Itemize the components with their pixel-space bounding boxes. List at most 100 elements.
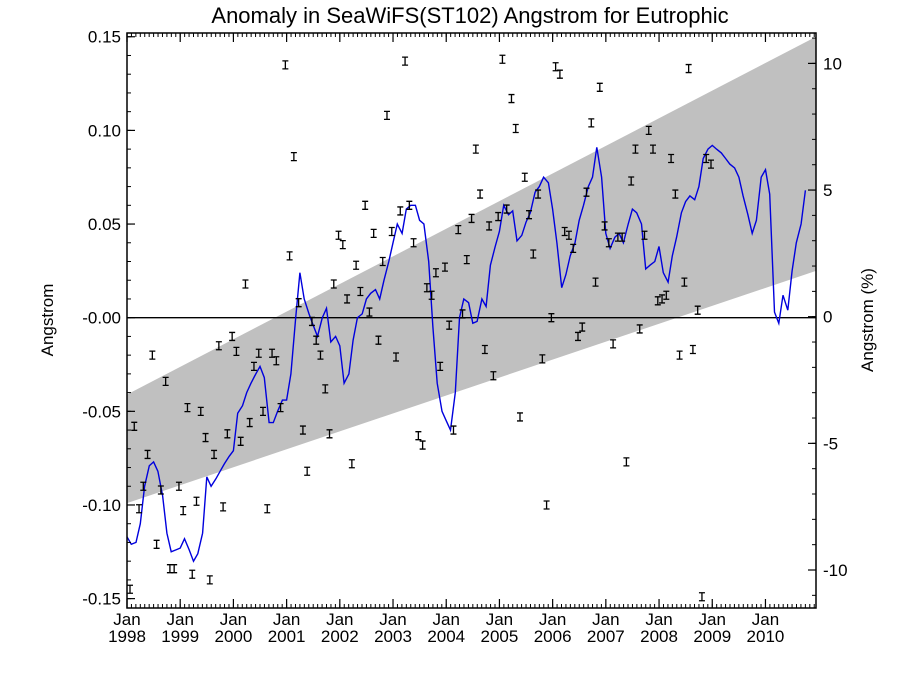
x-tick-month-label: Jan — [220, 610, 247, 629]
data-point — [659, 294, 666, 304]
x-tick-month-label: Jan — [699, 610, 726, 629]
data-point — [255, 348, 262, 358]
data-point — [601, 221, 608, 231]
data-point — [282, 60, 289, 70]
y-tick-label: -0.05 — [82, 402, 121, 421]
data-point — [383, 110, 390, 121]
data-point — [689, 344, 696, 355]
x-tick-month-label: Jan — [166, 610, 193, 629]
data-point — [415, 431, 422, 441]
data-point — [322, 384, 329, 394]
data-point — [650, 144, 657, 154]
x-tick-year-label: 2003 — [374, 627, 412, 646]
chart-title: Anomaly in SeaWiFS(ST102) Angstrom for E… — [211, 3, 728, 28]
x-tick-month-label: Jan — [326, 610, 353, 629]
data-point — [512, 123, 519, 134]
plot-frame — [126, 32, 817, 609]
y-axis-right-label: Angstrom (%) — [858, 268, 877, 372]
data-point — [299, 425, 306, 435]
x-tick-year-label: 2002 — [321, 627, 359, 646]
data-point — [628, 176, 635, 186]
data-point — [481, 344, 488, 355]
data-point — [610, 339, 617, 349]
data-point — [402, 56, 409, 66]
data-point — [645, 125, 652, 136]
data-point — [162, 376, 169, 387]
data-point — [654, 296, 661, 306]
data-point — [157, 485, 164, 495]
data-point — [246, 417, 253, 428]
data-point — [499, 54, 506, 64]
data-point — [668, 153, 675, 164]
data-point — [437, 361, 444, 372]
data-point — [357, 286, 364, 297]
y-right-tick-label: 10 — [823, 54, 842, 73]
x-tick-month-label: Jan — [539, 610, 566, 629]
x-tick-month-label: Jan — [592, 610, 619, 629]
data-point — [406, 200, 413, 210]
data-point — [450, 425, 457, 435]
x-tick-year-label: 2008 — [640, 627, 678, 646]
x-tick-year-label: 2004 — [427, 627, 465, 646]
x-tick-month-label: Jan — [113, 610, 140, 629]
data-point — [175, 481, 182, 491]
x-tick-year-label: 1999 — [161, 627, 199, 646]
x-tick-year-label: 2010 — [747, 627, 785, 646]
y-right-tick-label: -5 — [823, 434, 838, 453]
data-point — [250, 361, 257, 372]
x-tick-month-label: Jan — [379, 610, 406, 629]
data-point — [535, 189, 542, 199]
data-point — [672, 189, 679, 199]
data-point — [370, 228, 377, 239]
data-point — [184, 402, 191, 413]
data-point — [326, 429, 333, 439]
data-point — [596, 82, 603, 92]
data-point — [410, 238, 417, 248]
data-point — [348, 459, 355, 469]
x-tick-month-label: Jan — [433, 610, 460, 629]
x-tick-year-label: 2001 — [268, 627, 306, 646]
smoothed-series-line — [126, 144, 807, 563]
data-point — [211, 449, 218, 460]
data-point — [641, 230, 648, 240]
data-point — [344, 294, 351, 304]
data-point — [539, 354, 546, 364]
data-point — [353, 260, 360, 270]
data-point — [180, 505, 187, 516]
data-point — [565, 230, 572, 240]
data-point — [588, 118, 595, 128]
x-tick-year-label: 2000 — [214, 627, 252, 646]
data-point — [556, 69, 563, 79]
data-point — [694, 305, 701, 315]
data-point — [698, 592, 705, 602]
data-point — [202, 432, 209, 443]
data-point — [242, 279, 249, 289]
data-point — [366, 307, 373, 317]
data-point — [676, 350, 683, 360]
data-point — [486, 221, 493, 231]
x-tick-month-label: Jan — [645, 610, 672, 629]
y-right-tick-label: 5 — [823, 181, 832, 200]
data-point — [419, 440, 426, 450]
x-tick-month-label: Jan — [273, 610, 300, 629]
y-axis-right: 10 5 0 -5 -10 — [808, 37, 848, 596]
data-point — [144, 449, 151, 460]
data-point — [131, 421, 138, 431]
data-point — [286, 251, 293, 261]
y-right-tick-label: 0 — [823, 308, 832, 327]
x-tick-year-label: 2006 — [534, 627, 572, 646]
data-point — [136, 504, 143, 514]
data-point — [663, 290, 670, 300]
x-tick-year-label: 1998 — [108, 627, 146, 646]
data-point — [229, 331, 236, 342]
x-tick-month-label: Jan — [752, 610, 779, 629]
data-point — [455, 225, 462, 235]
data-point — [193, 496, 200, 506]
data-point — [459, 309, 466, 319]
data-point — [277, 402, 284, 413]
y-tick-label: 0.15 — [88, 28, 121, 47]
data-point — [308, 316, 315, 327]
smoothed-line-layer — [126, 144, 807, 563]
trend-band — [127, 36, 816, 504]
data-point — [295, 298, 302, 308]
